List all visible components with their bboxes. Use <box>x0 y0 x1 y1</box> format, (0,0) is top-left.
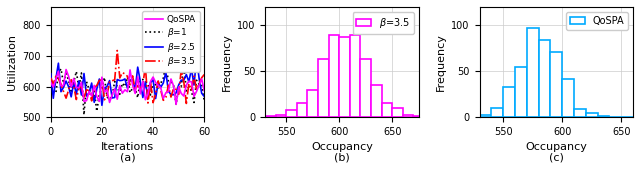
Bar <box>503 87 515 117</box>
Bar <box>550 52 562 117</box>
Text: (c): (c) <box>549 153 564 163</box>
Bar <box>286 110 297 117</box>
Text: (a): (a) <box>120 153 135 163</box>
X-axis label: Occupancy: Occupancy <box>525 142 588 153</box>
Legend: QoSPA: QoSPA <box>566 12 628 30</box>
Bar <box>562 79 574 117</box>
Bar <box>539 40 550 117</box>
Bar <box>297 103 307 117</box>
Bar <box>265 116 276 117</box>
Bar <box>527 28 539 117</box>
Bar <box>360 59 371 117</box>
Bar <box>586 113 598 117</box>
Text: (b): (b) <box>334 153 350 163</box>
Bar <box>515 67 527 117</box>
Y-axis label: Frequency: Frequency <box>221 33 232 91</box>
Bar <box>371 85 381 117</box>
Legend: $\beta$=3.5: $\beta$=3.5 <box>353 12 414 34</box>
Bar <box>318 59 329 117</box>
Legend: QoSPA, $\beta$=1, $\beta$=2.5, $\beta$=3.5: QoSPA, $\beta$=1, $\beta$=2.5, $\beta$=3… <box>141 11 200 72</box>
Bar <box>350 35 360 117</box>
Y-axis label: Frequency: Frequency <box>436 33 446 91</box>
Y-axis label: Utilization: Utilization <box>7 34 17 90</box>
Bar <box>574 109 586 117</box>
Bar <box>276 115 286 117</box>
X-axis label: Occupancy: Occupancy <box>311 142 373 153</box>
Bar <box>339 37 350 117</box>
Bar <box>413 116 424 117</box>
Bar <box>329 35 339 117</box>
Bar <box>381 103 392 117</box>
Bar <box>598 116 609 117</box>
Bar <box>479 115 492 117</box>
Bar <box>403 115 413 117</box>
Bar <box>392 108 403 117</box>
Bar <box>307 90 318 117</box>
Bar <box>492 108 503 117</box>
X-axis label: Iterations: Iterations <box>101 142 154 153</box>
